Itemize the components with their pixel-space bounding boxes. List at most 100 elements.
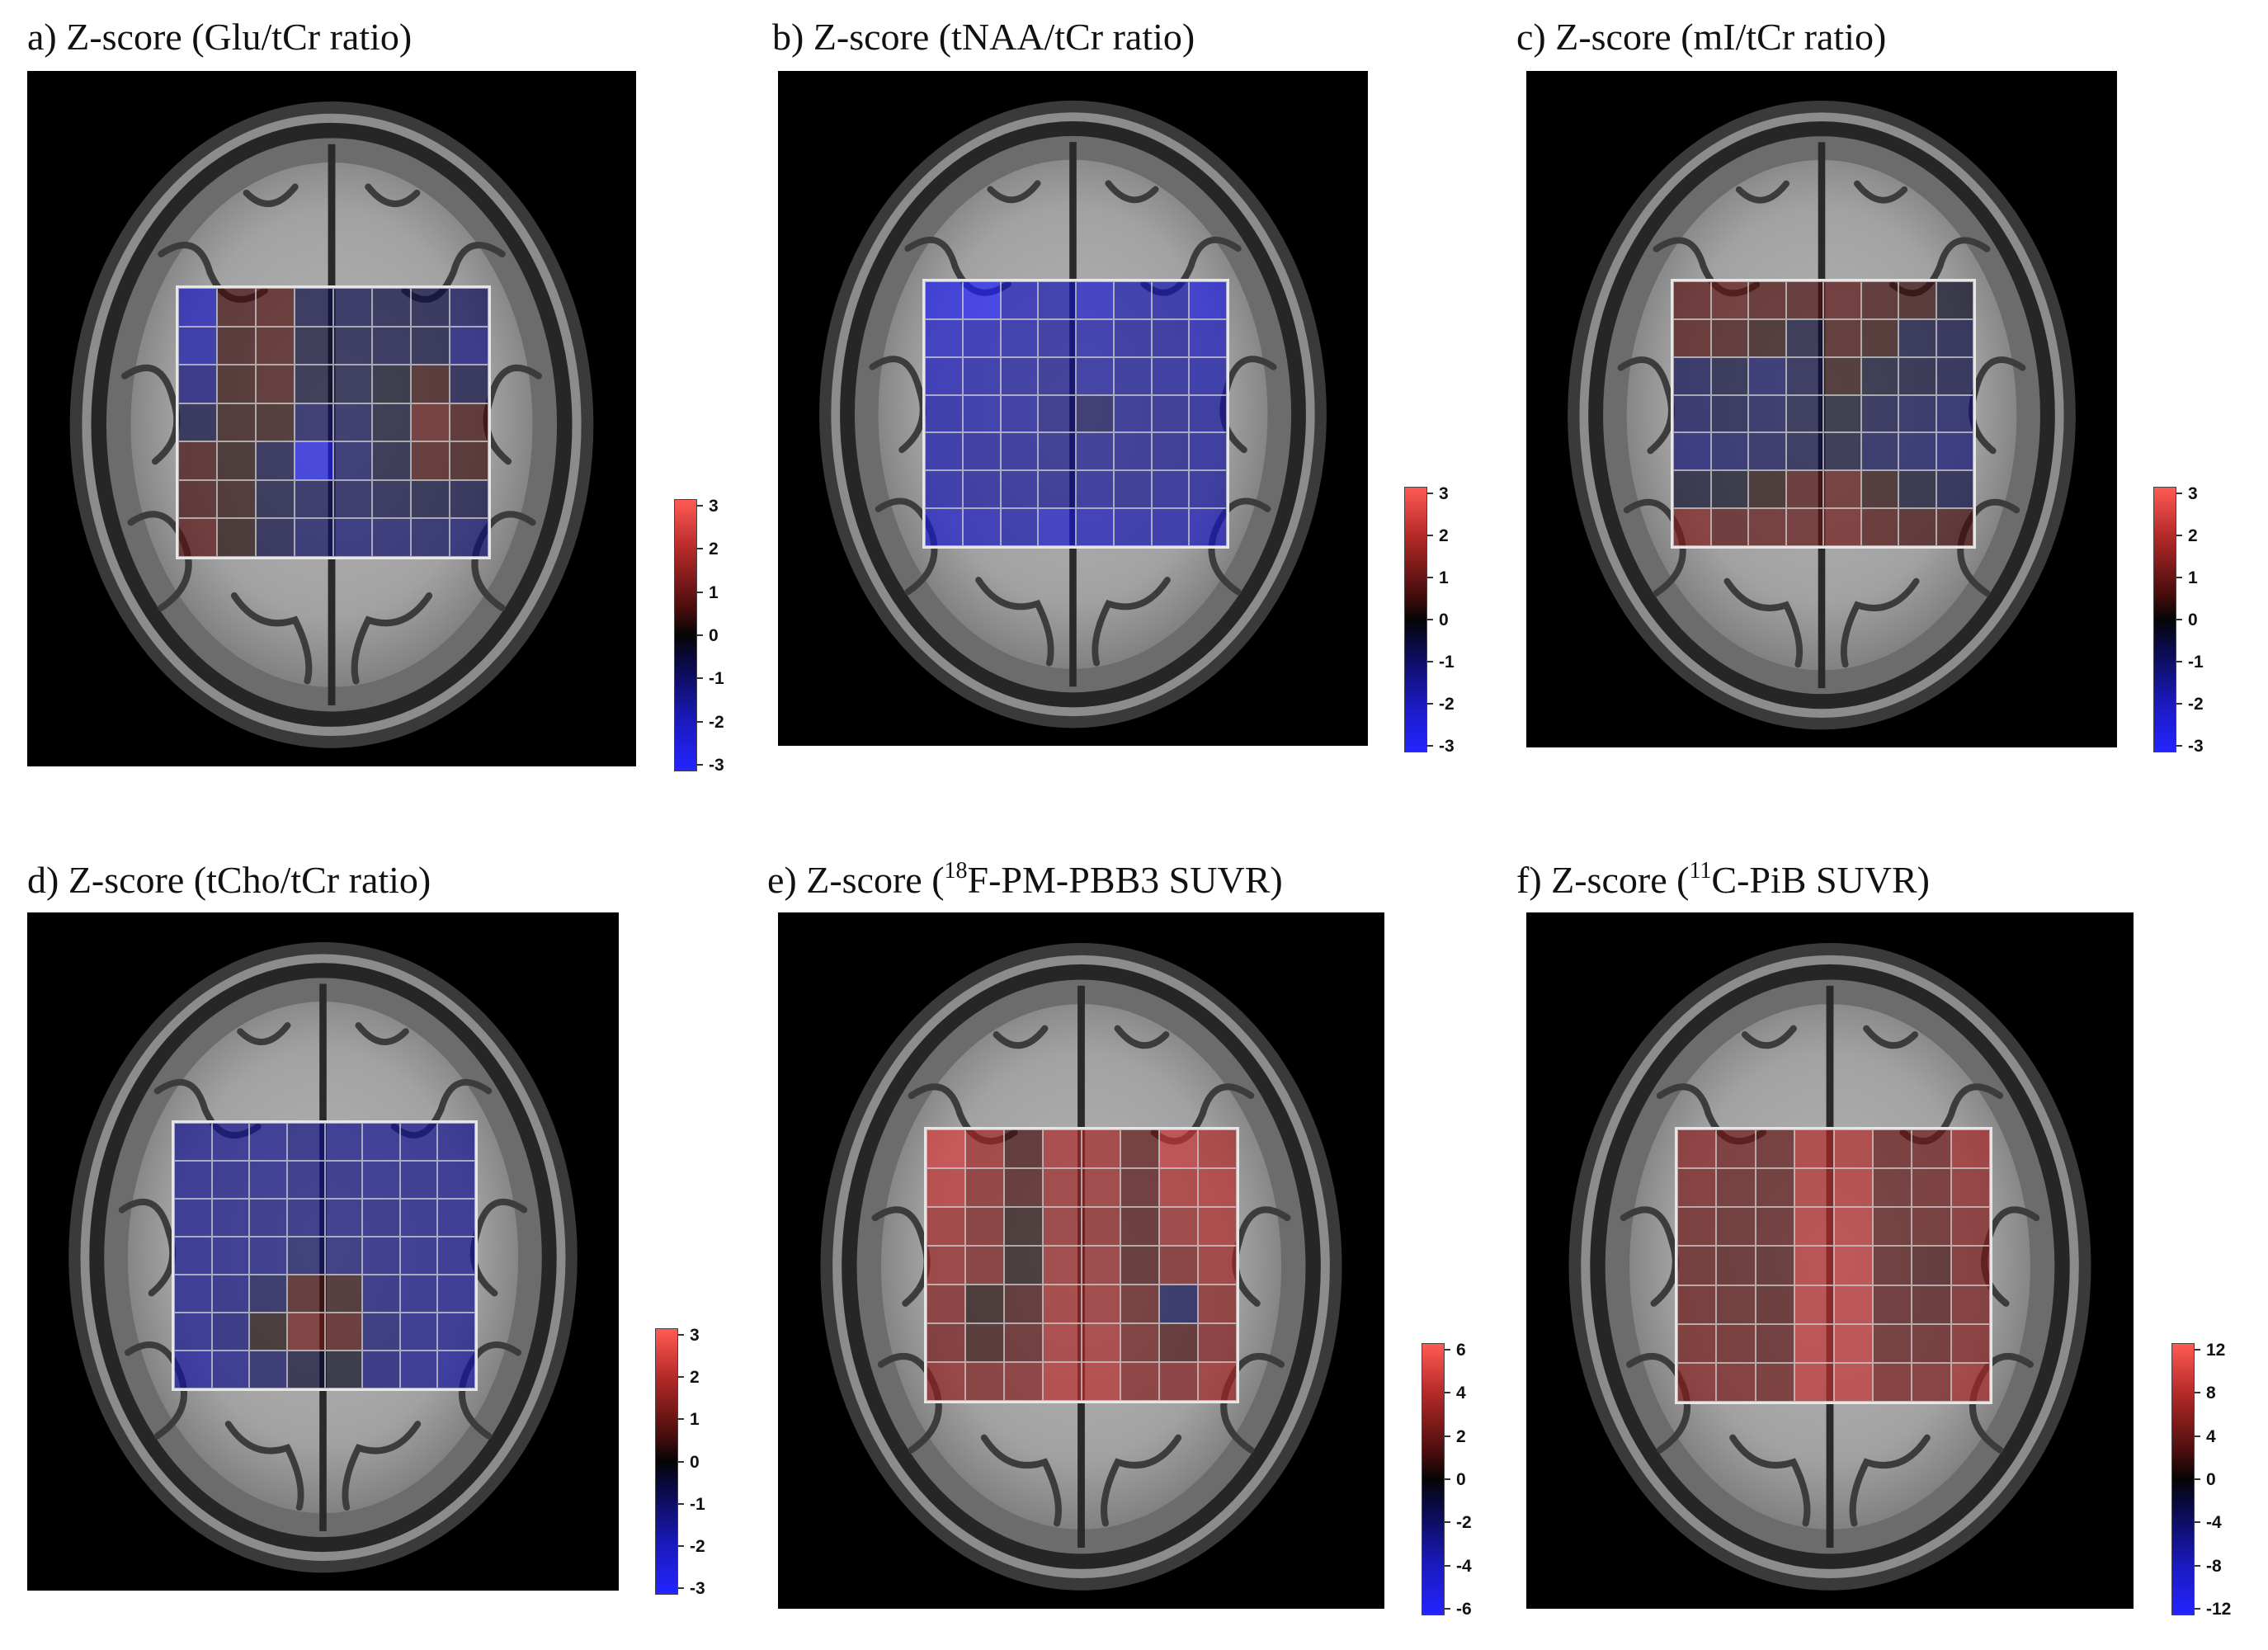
zscore-cell: [1189, 470, 1227, 509]
colorbar-tick-mark: [2176, 661, 2182, 662]
zscore-cell: [1755, 1285, 1795, 1324]
zscore-cell: [1189, 394, 1227, 433]
colorbar-tick-label: 3: [2188, 484, 2198, 503]
zscore-cell: [399, 1123, 438, 1161]
colorbar-tick-label: -3: [709, 756, 724, 775]
zscore-cell: [1872, 1285, 1912, 1324]
zscore-cell: [362, 1275, 400, 1313]
colorbar-c: [2153, 487, 2176, 752]
zscore-cell: [1038, 432, 1076, 471]
zscore-cell: [1785, 470, 1823, 509]
zscore-cell: [399, 1161, 438, 1199]
colorbar-tick-mark: [1445, 1478, 1450, 1480]
zscore-cell: [411, 365, 450, 403]
zscore-cell: [217, 441, 256, 480]
zscore-cell: [437, 1237, 475, 1275]
zscore-cell: [217, 479, 256, 519]
zscore-cell: [1000, 318, 1039, 357]
zscore-cell: [1950, 1285, 1990, 1324]
zscore-cell: [324, 1123, 363, 1161]
zscore-cell: [1120, 1285, 1159, 1323]
zscore-cell: [411, 441, 450, 480]
zscore-cell: [1159, 1323, 1198, 1362]
zscore-cell: [1833, 1323, 1873, 1363]
zscore-cell: [1872, 1362, 1912, 1402]
zscore-cell: [1823, 281, 1861, 319]
zscore-cell: [295, 441, 333, 480]
zscore-cell: [1950, 1129, 1990, 1169]
zscore-cell: [1748, 432, 1786, 471]
colorbar-tick-mark: [2195, 1521, 2200, 1524]
colorbar-tick-mark: [1445, 1349, 1450, 1351]
zscore-cell: [450, 518, 488, 557]
zscore-cell: [1082, 1246, 1120, 1285]
zscore-cell: [324, 1275, 363, 1313]
colorbar-tick-label: 1: [709, 582, 719, 602]
zscore-cell: [1076, 356, 1114, 395]
zscore-cell: [1151, 470, 1190, 509]
zscore-cell: [1950, 1168, 1990, 1208]
zscore-cell: [372, 326, 411, 365]
colorbar-tick-label: 3: [709, 497, 719, 516]
panel-title-e: e) Z-score (18F-PM-PBB3 SUVR): [767, 858, 1283, 901]
zscore-cell: [962, 356, 1001, 395]
colorbar-tick-label: -1: [709, 669, 724, 689]
colorbar-tick-label: -1: [2188, 653, 2204, 672]
zscore-cell: [1785, 432, 1823, 471]
zscore-cell: [1860, 281, 1898, 319]
zscore-cell: [1823, 318, 1861, 357]
panel-title-f: f) Z-score (11C-PiB SUVR): [1516, 858, 1930, 901]
zscore-grid-f: [1675, 1127, 1992, 1404]
zscore-cell: [927, 1207, 965, 1246]
zscore-cell: [372, 479, 411, 519]
zscore-cell: [1872, 1246, 1912, 1285]
zscore-cell: [1082, 1323, 1120, 1362]
colorbar-tick-mark: [697, 634, 703, 636]
zscore-cell: [925, 356, 963, 395]
zscore-cell: [1716, 1246, 1756, 1285]
zscore-cell: [1004, 1362, 1043, 1401]
zscore-cell: [286, 1199, 325, 1237]
colorbar-tick-mark: [678, 1334, 684, 1336]
colorbar-tick-mark: [678, 1544, 684, 1547]
zscore-cell: [333, 403, 372, 442]
zscore-cell: [1113, 356, 1152, 395]
colorbar-tick-mark: [2195, 1349, 2200, 1351]
zscore-cell: [1043, 1246, 1082, 1285]
colorbar-tick-label: 0: [2206, 1470, 2216, 1489]
zscore-cell: [1000, 470, 1039, 509]
zscore-cell: [411, 326, 450, 365]
zscore-cell: [324, 1313, 363, 1351]
zscore-cell: [1677, 1168, 1717, 1208]
zscore-cell: [211, 1199, 250, 1237]
zscore-cell: [295, 479, 333, 519]
colorbar-tick-label: -2: [1439, 695, 1455, 714]
colorbar-tick-mark: [1427, 619, 1433, 620]
zscore-cell: [1120, 1323, 1159, 1362]
zscore-cell: [217, 403, 256, 442]
zscore-cell: [256, 441, 295, 480]
colorbar-tick-label: -8: [2206, 1556, 2222, 1576]
zscore-cell: [437, 1161, 475, 1199]
zscore-cell: [1120, 1129, 1159, 1168]
zscore-cell: [411, 403, 450, 442]
zscore-cell: [211, 1313, 250, 1351]
colorbar-tick-label: 0: [1439, 610, 1449, 629]
zscore-cell: [1785, 356, 1823, 395]
zscore-cell: [211, 1161, 250, 1199]
colorbar-tick-label: -1: [1439, 653, 1455, 672]
zscore-cell: [1785, 394, 1823, 433]
zscore-cell: [1198, 1362, 1237, 1401]
zscore-cell: [1912, 1168, 1951, 1208]
zscore-cell: [1000, 281, 1039, 319]
zscore-cell: [372, 365, 411, 403]
zscore-cell: [211, 1275, 250, 1313]
zscore-cell: [1043, 1285, 1082, 1323]
zscore-cell: [217, 365, 256, 403]
zscore-cell: [1716, 1207, 1756, 1247]
zscore-cell: [1189, 508, 1227, 546]
zscore-cell: [1076, 281, 1114, 319]
colorbar-tick-label: 1: [1439, 568, 1449, 587]
colorbar-tick-mark: [1445, 1608, 1450, 1610]
colorbar-tick-label: 3: [1439, 484, 1449, 503]
